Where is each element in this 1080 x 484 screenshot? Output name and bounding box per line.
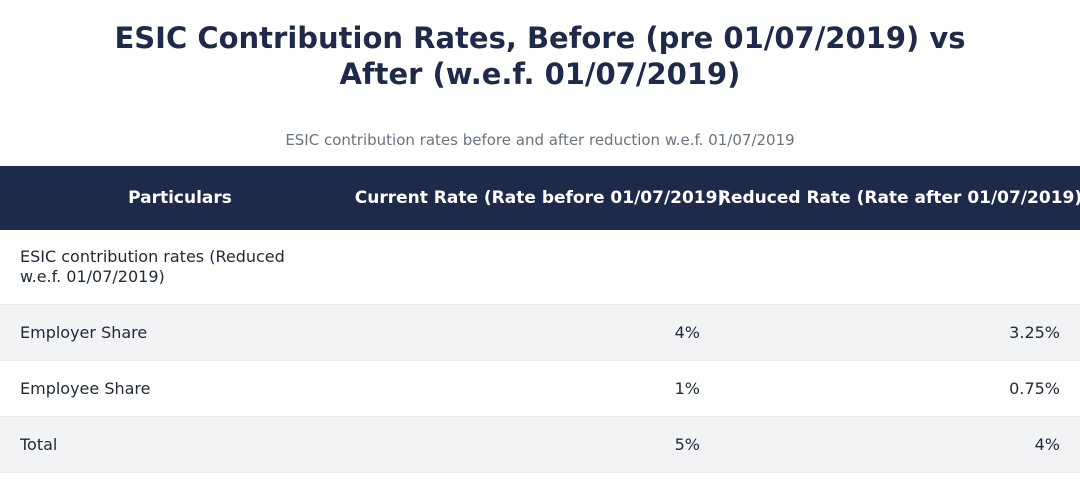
- column-header-text: Particulars: [128, 188, 232, 208]
- rate-cell: 3.25%: [1009, 322, 1060, 342]
- row-label: Total: [20, 434, 58, 454]
- column-header: Reduced Rate (Rate after 01/07/2019): [717, 166, 1080, 230]
- table-row: Total 5% 4%: [0, 417, 1080, 473]
- title: ESIC Contribution Rates, Before (pre 01/…: [114, 21, 966, 91]
- table-header: Particulars Current Rate (Rate before 01/…: [0, 166, 1080, 230]
- column-header-text: Current Rate (Rate before 01/07/2019): [354, 188, 726, 208]
- row-label: Employer Share: [20, 322, 148, 342]
- table-row: ESIC contribution rates (Reduced w.e.f. …: [0, 230, 1080, 305]
- rate-cell: 1%: [674, 378, 700, 398]
- rate-cell: 0.75%: [1009, 378, 1060, 398]
- subtitle: ESIC contribution rates before and after…: [285, 131, 795, 149]
- rate-cell: 5%: [674, 434, 700, 454]
- table-row: Employer Share 4% 3.25%: [0, 305, 1080, 361]
- table-row: Employee Share 1% 0.75%: [0, 361, 1080, 417]
- column-header: Current Rate (Rate before 01/07/2019): [355, 166, 726, 230]
- column-header-text: Reduced Rate (Rate after 01/07/2019): [717, 188, 1080, 208]
- column-header: Particulars: [0, 166, 360, 230]
- row-label: Employee Share: [20, 378, 151, 398]
- row-label: ESIC contribution rates (Reduced w.e.f. …: [20, 247, 285, 286]
- rate-cell: 4%: [1034, 434, 1060, 454]
- rate-cell: 4%: [674, 322, 700, 342]
